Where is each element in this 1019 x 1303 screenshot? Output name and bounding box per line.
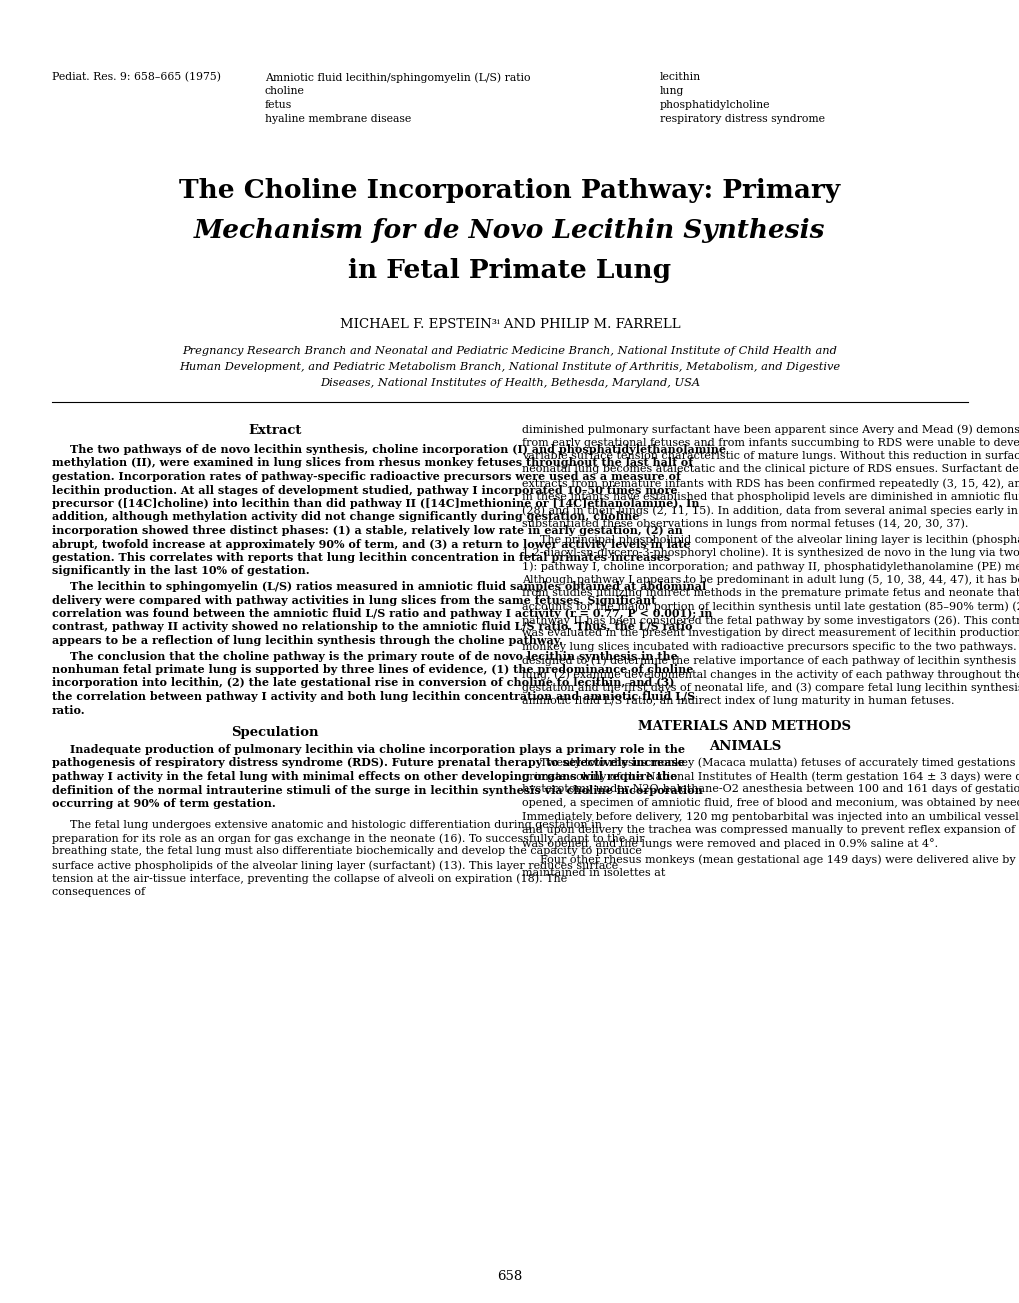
Text: 1): pathway I, choline incorporation; and pathway II, phosphatidylethanolamine (: 1): pathway I, choline incorporation; an…	[522, 562, 1019, 572]
Text: Pediat. Res. 9: 658–665 (1975): Pediat. Res. 9: 658–665 (1975)	[52, 72, 221, 82]
Text: designed to (1) determine the relative importance of each pathway of lecithin sy: designed to (1) determine the relative i…	[522, 655, 1019, 666]
Text: definition of the normal intrauterine stimuli of the surge in lecithin synthesis: definition of the normal intrauterine st…	[52, 784, 702, 796]
Text: gestation. Incorporation rates of pathway-specific radioactive precursors were u: gestation. Incorporation rates of pathwa…	[52, 470, 680, 482]
Text: Inadequate production of pulmonary lecithin via choline incorporation plays a pr: Inadequate production of pulmonary lecit…	[70, 744, 685, 754]
Text: 1,2-diacyl-sn-glycero-3-phosphoryl choline). It is synthesized de novo in the lu: 1,2-diacyl-sn-glycero-3-phosphoryl choli…	[522, 547, 1019, 558]
Text: addition, although methylation activity did not change significantly during gest: addition, although methylation activity …	[52, 512, 639, 523]
Text: from early gestational fetuses and from infants succumbing to RDS were unable to: from early gestational fetuses and from …	[522, 438, 1019, 447]
Text: respiratory distress syndrome: respiratory distress syndrome	[659, 113, 824, 124]
Text: correlation was found between the amniotic fluid L/S ratio and pathway I activit: correlation was found between the amniot…	[52, 609, 712, 619]
Text: maintained in isolettes at: maintained in isolettes at	[522, 868, 664, 877]
Text: occurring at 90% of term gestation.: occurring at 90% of term gestation.	[52, 797, 275, 809]
Text: incorporation into lecithin, (2) the late gestational rise in conversion of chol: incorporation into lecithin, (2) the lat…	[52, 678, 674, 688]
Text: hysterotomy under N2O-halothane-O2 anesthesia between 100 and 161 days of gestat: hysterotomy under N2O-halothane-O2 anest…	[522, 784, 1019, 795]
Text: abrupt, twofold increase at approximately 90% of term, and (3) a return to lower: abrupt, twofold increase at approximatel…	[52, 538, 690, 550]
Text: The lecithin to sphingomyelin (L/S) ratios measured in amniotic fluid samples ob: The lecithin to sphingomyelin (L/S) rati…	[70, 581, 705, 592]
Text: Twenty-two rhesus monkey (Macaca mulatta) fetuses of accurately timed gestations: Twenty-two rhesus monkey (Macaca mulatta…	[539, 757, 1019, 767]
Text: lung: lung	[659, 86, 684, 96]
Text: methylation (II), were examined in lung slices from rhesus monkey fetuses throug: methylation (II), were examined in lung …	[52, 457, 692, 469]
Text: The two pathways of de novo lecithin synthesis, choline incorporation (I) and ph: The two pathways of de novo lecithin syn…	[70, 444, 726, 455]
Text: precursor ([14C]choline) into lecithin than did pathway II ([14C]methionine or [: precursor ([14C]choline) into lecithin t…	[52, 498, 699, 509]
Text: gestation. This correlates with reports that lung lecithin concentration in feta: gestation. This correlates with reports …	[52, 552, 669, 563]
Text: Although pathway I appears to be predominant in adult lung (5, 10, 38, 44, 47), : Although pathway I appears to be predomi…	[522, 575, 1019, 585]
Text: preparation for its role as an organ for gas exchange in the neonate (16). To su: preparation for its role as an organ for…	[52, 833, 644, 843]
Text: 658: 658	[497, 1270, 522, 1283]
Text: tension at the air-tissue interface, preventing the collapse of alveoli on expir: tension at the air-tissue interface, pre…	[52, 873, 567, 883]
Text: neonatal lung becomes atalectatic and the clinical picture of RDS ensues. Surfac: neonatal lung becomes atalectatic and th…	[522, 464, 1019, 474]
Text: in Fetal Primate Lung: in Fetal Primate Lung	[348, 258, 671, 283]
Text: accounts for the major portion of lecithin synthesis until late gestation (85–90: accounts for the major portion of lecith…	[522, 602, 1019, 612]
Text: MICHAEL F. EPSTEIN³ⁱ AND PHILIP M. FARRELL: MICHAEL F. EPSTEIN³ⁱ AND PHILIP M. FARRE…	[339, 318, 680, 331]
Text: diminished pulmonary surfactant have been apparent since Avery and Mead (9) demo: diminished pulmonary surfactant have bee…	[522, 423, 1019, 435]
Text: Mechanism for de Novo Lecithin Synthesis: Mechanism for de Novo Lecithin Synthesis	[194, 218, 825, 242]
Text: ratio.: ratio.	[52, 705, 86, 715]
Text: nonhuman fetal primate lung is supported by three lines of evidence, (1) the pre: nonhuman fetal primate lung is supported…	[52, 665, 693, 675]
Text: Four other rhesus monkeys (mean gestational age 149 days) were delivered alive b: Four other rhesus monkeys (mean gestatio…	[539, 853, 1019, 865]
Text: Extract: Extract	[248, 423, 302, 437]
Text: Diseases, National Institutes of Health, Bethesda, Maryland, USA: Diseases, National Institutes of Health,…	[320, 378, 699, 388]
Text: gestation and the first days of neonatal life, and (3) compare fetal lung lecith: gestation and the first days of neonatal…	[522, 683, 1019, 693]
Text: lecithin production. At all stages of development studied, pathway I incorporate: lecithin production. At all stages of de…	[52, 485, 677, 495]
Text: lung, (2) examine developmental changes in the activity of each pathway througho: lung, (2) examine developmental changes …	[522, 668, 1019, 680]
Text: appears to be a reflection of lung lecithin synthesis through the choline pathwa: appears to be a reflection of lung lecit…	[52, 635, 562, 646]
Text: MATERIALS AND METHODS: MATERIALS AND METHODS	[638, 719, 851, 732]
Text: The fetal lung undergoes extensive anatomic and histologic differentiation durin: The fetal lung undergoes extensive anato…	[70, 820, 601, 830]
Text: amniotic fluid L/S ratio, an indirect index of lung maturity in human fetuses.: amniotic fluid L/S ratio, an indirect in…	[522, 696, 954, 706]
Text: fetus: fetus	[265, 100, 292, 109]
Text: was evaluated in the present investigation by direct measurement of lecithin pro: was evaluated in the present investigati…	[522, 628, 1019, 638]
Text: Immediately before delivery, 120 mg pentobarbital was injected into an umbilical: Immediately before delivery, 120 mg pent…	[522, 812, 1019, 821]
Text: opened, a specimen of amniotic fluid, free of blood and meconium, was obtained b: opened, a specimen of amniotic fluid, fr…	[522, 797, 1019, 808]
Text: incorporation showed three distinct phases: (1) a stable, relatively low rate in: incorporation showed three distinct phas…	[52, 525, 682, 536]
Text: pathway I activity in the fetal lung with minimal effects on other developing or: pathway I activity in the fetal lung wit…	[52, 771, 677, 782]
Text: lecithin: lecithin	[659, 72, 700, 82]
Text: significantly in the last 10% of gestation.: significantly in the last 10% of gestati…	[52, 566, 310, 576]
Text: variable surface tension characteristic of mature lungs. Without this reduction : variable surface tension characteristic …	[522, 451, 1019, 461]
Text: monkey lung slices incubated with radioactive precursors specific to the two pat: monkey lung slices incubated with radioa…	[522, 642, 1019, 652]
Text: breathing state, the fetal lung must also differentiate biochemically and develo: breathing state, the fetal lung must als…	[52, 847, 641, 856]
Text: The conclusion that the choline pathway is the primary route of de novo lecithin: The conclusion that the choline pathway …	[70, 650, 677, 662]
Text: pathogenesis of respiratory distress syndrome (RDS). Future prenatal therapy to : pathogenesis of respiratory distress syn…	[52, 757, 685, 769]
Text: consequences of: consequences of	[52, 887, 145, 896]
Text: Pregnancy Research Branch and Neonatal and Pediatric Medicine Branch, National I: Pregnancy Research Branch and Neonatal a…	[182, 347, 837, 356]
Text: contrast, pathway II activity showed no relationship to the amniotic fluid L/S r: contrast, pathway II activity showed no …	[52, 622, 692, 632]
Text: primate colony of the National Institutes of Health (term gestation 164 ± 3 days: primate colony of the National Institute…	[522, 771, 1019, 782]
Text: surface active phospholipids of the alveolar lining layer (surfactant) (13). Thi: surface active phospholipids of the alve…	[52, 860, 618, 870]
Text: and upon delivery the trachea was compressed manually to prevent reflex expansio: and upon delivery the trachea was compre…	[522, 825, 1019, 835]
Text: was opened, and the lungs were removed and placed in 0.9% saline at 4°.: was opened, and the lungs were removed a…	[522, 839, 937, 850]
Text: The Choline Incorporation Pathway: Primary: The Choline Incorporation Pathway: Prima…	[179, 179, 840, 203]
Text: extracts from premature infants with RDS has been confirmed repeatedly (3, 15, 4: extracts from premature infants with RDS…	[522, 478, 1019, 489]
Text: pathway II has been considered the fetal pathway by some investigators (26). Thi: pathway II has been considered the fetal…	[522, 615, 1019, 625]
Text: The principal phospholipid component of the alveolar lining layer is lecithin (p: The principal phospholipid component of …	[539, 534, 1019, 545]
Text: the correlation between pathway I activity and both lung lecithin concentration : the correlation between pathway I activi…	[52, 691, 694, 702]
Text: substantiated these observations in lungs from normal fetuses (14, 20, 30, 37).: substantiated these observations in lung…	[522, 519, 967, 529]
Text: (28) and in their lungs (2, 11, 15). In addition, data from several animal speci: (28) and in their lungs (2, 11, 15). In …	[522, 506, 1019, 516]
Text: Speculation: Speculation	[231, 726, 318, 739]
Text: delivery were compared with pathway activities in lung slices from the same fetu: delivery were compared with pathway acti…	[52, 594, 655, 606]
Text: Amniotic fluid lecithin/sphingomyelin (L/S) ratio: Amniotic fluid lecithin/sphingomyelin (L…	[265, 72, 530, 82]
Text: in these infants have established that phospholipid levels are diminished in amn: in these infants have established that p…	[522, 491, 1019, 502]
Text: phosphatidylcholine: phosphatidylcholine	[659, 100, 769, 109]
Text: from studies utilizing indirect methods in the premature primate fetus and neona: from studies utilizing indirect methods …	[522, 588, 1019, 598]
Text: Human Development, and Pediatric Metabolism Branch, National Institute of Arthri: Human Development, and Pediatric Metabol…	[179, 362, 840, 371]
Text: hyaline membrane disease: hyaline membrane disease	[265, 113, 411, 124]
Text: ANIMALS: ANIMALS	[708, 740, 781, 753]
Text: choline: choline	[265, 86, 305, 96]
